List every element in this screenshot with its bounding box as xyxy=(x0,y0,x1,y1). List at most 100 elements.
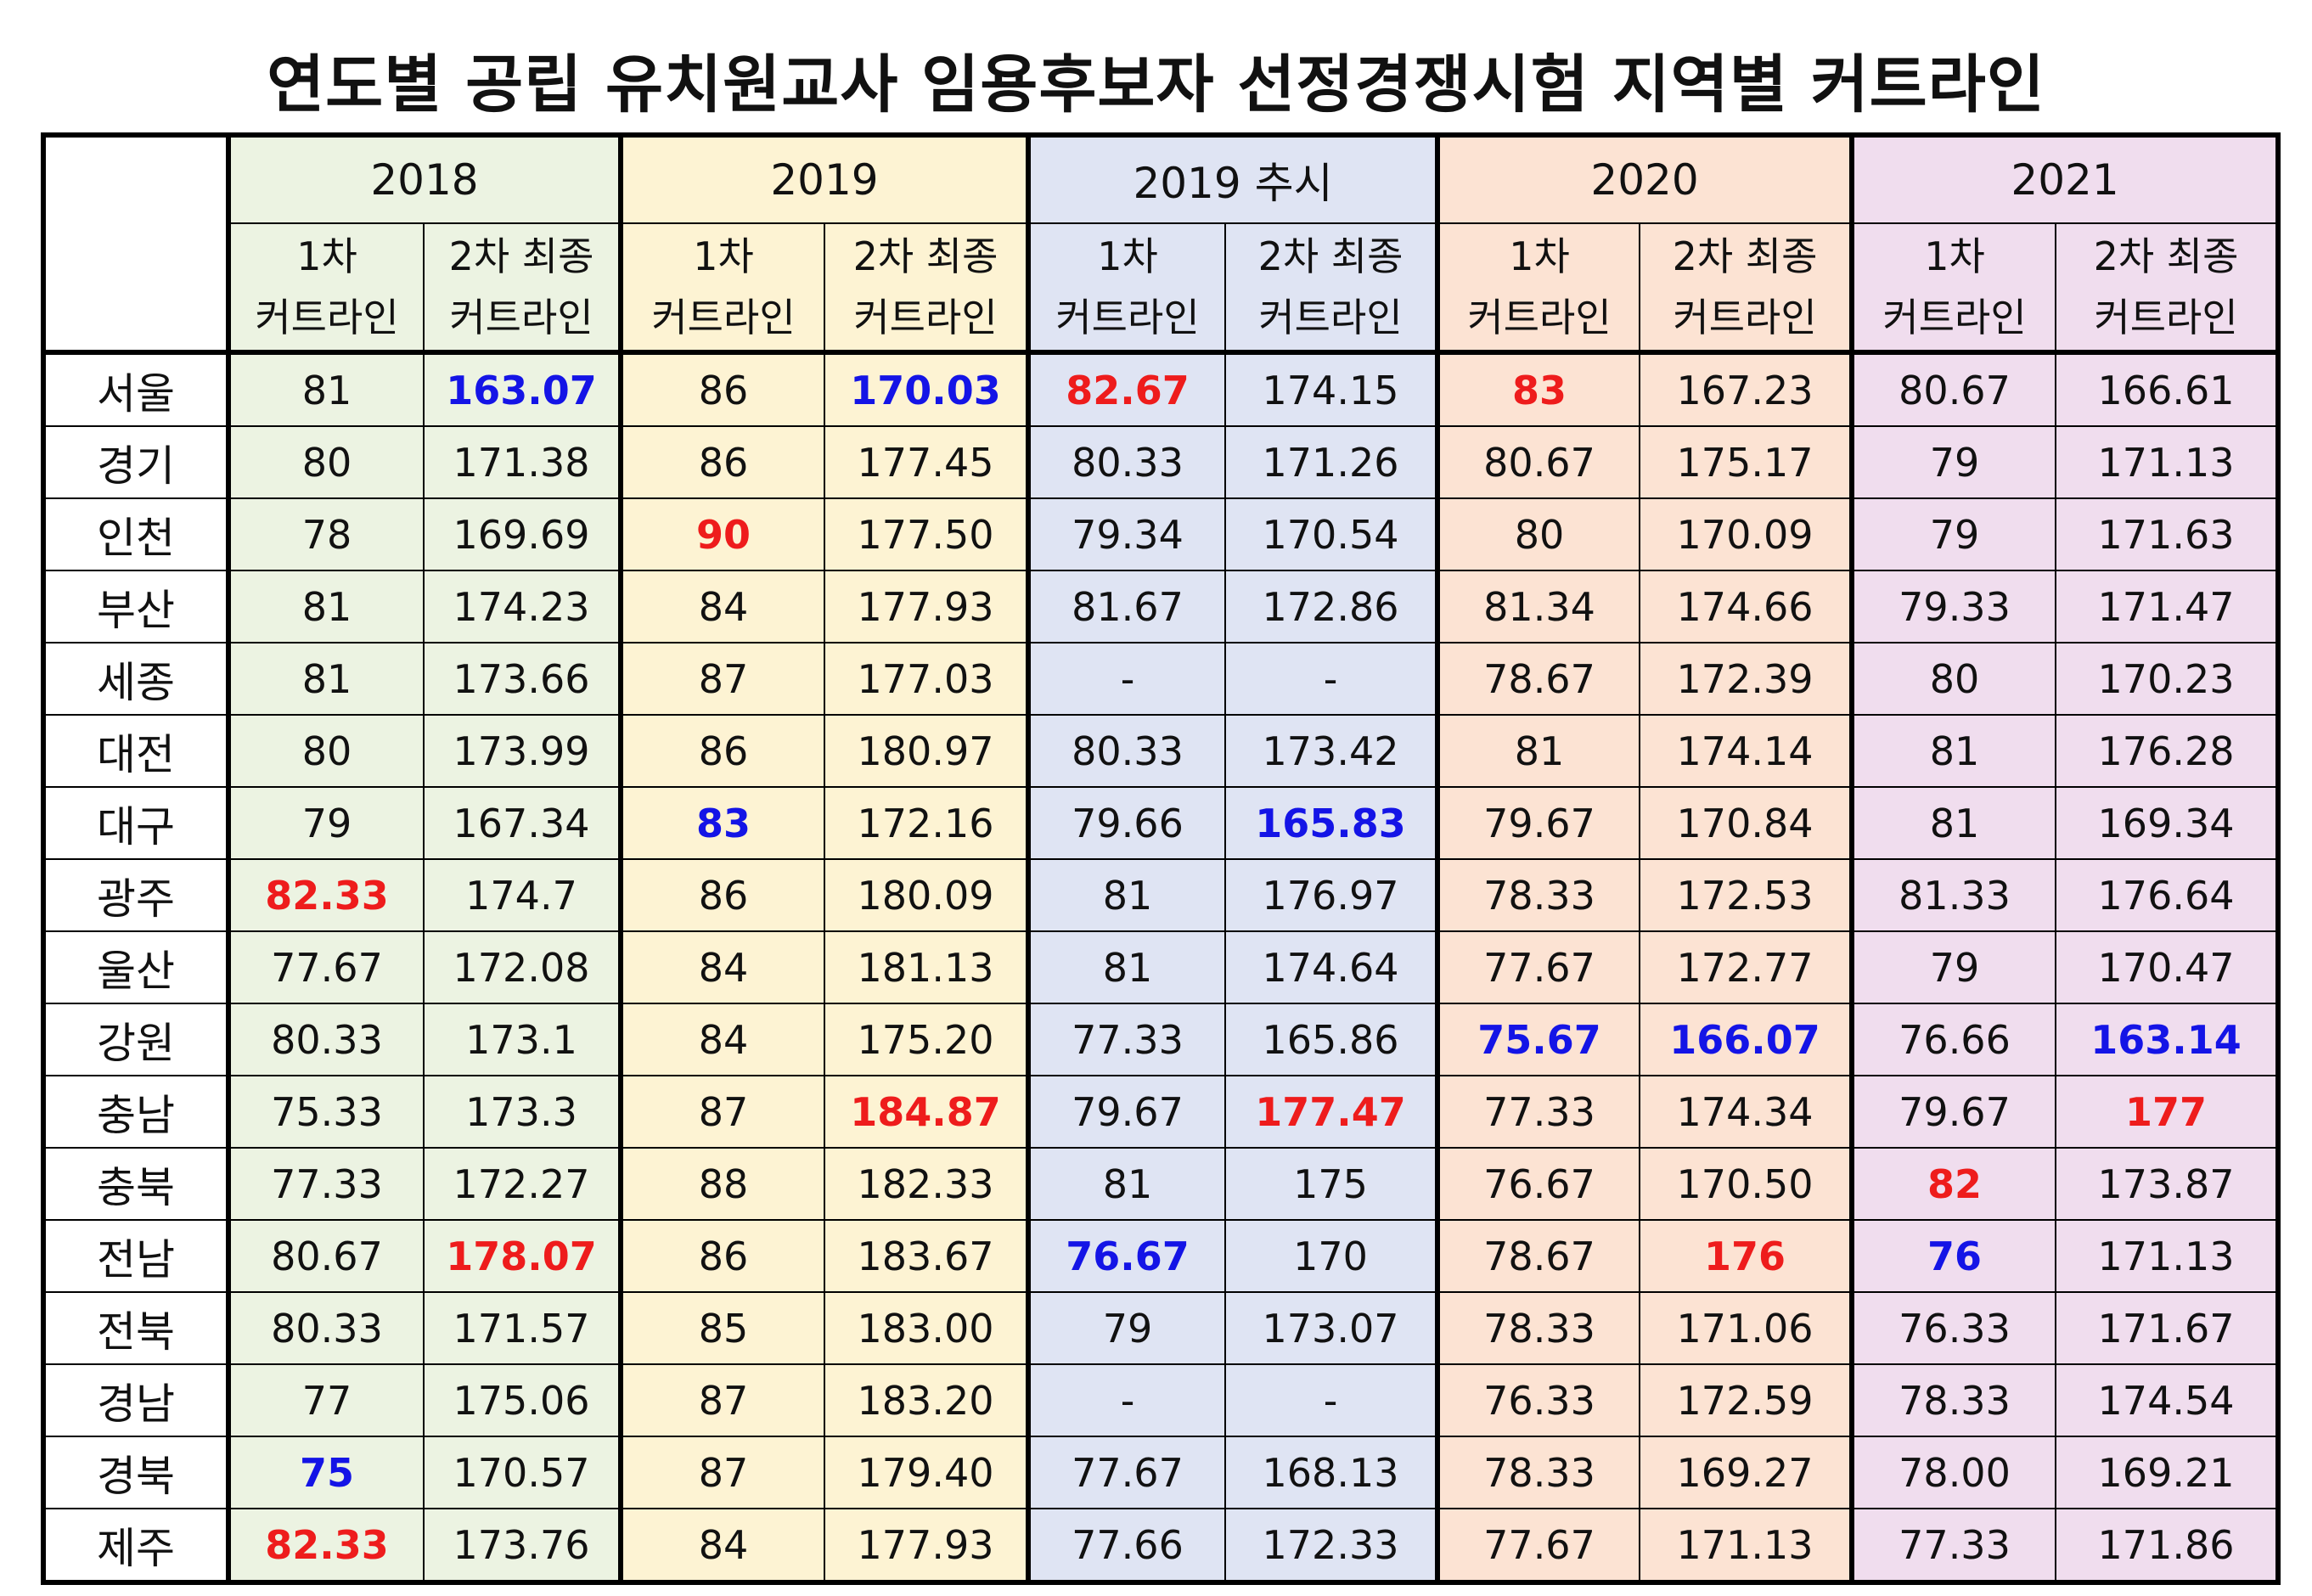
final-cutline-cell: 184.87 xyxy=(824,1075,1029,1149)
final-cutline-cell: 171.47 xyxy=(2055,570,2280,643)
final-cutline-cell: 176 xyxy=(1639,1219,1854,1293)
first-cutline-cell: 80 xyxy=(226,425,425,499)
first-cutline-cell: 81 xyxy=(1026,858,1226,932)
sub-header-line1: 1차 xyxy=(1509,233,1570,279)
final-cutline-cell: 172.53 xyxy=(1639,858,1854,932)
first-cutline-cell: 82 xyxy=(1849,1147,2057,1221)
first-cutline-cell: 80 xyxy=(1435,497,1641,571)
region-cell: 서울 xyxy=(42,351,229,427)
sub-header-line1: 2차 최종 xyxy=(2093,233,2239,279)
table-row: 경기 80 171.38 86 177.45 80.33 171.26 80.67 175.17… xyxy=(42,425,2280,499)
final-cutline-cell: 181.13 xyxy=(824,930,1029,1004)
first-cutline-cell: 79 xyxy=(1849,425,2057,499)
final-cutline-cell: 171.13 xyxy=(1639,1508,1854,1583)
final-cutline-cell: 183.00 xyxy=(824,1291,1029,1365)
first-cutline-cell: 78.33 xyxy=(1435,1436,1641,1509)
first-cutline-cell: 77.33 xyxy=(1849,1508,2057,1583)
sub-header-line1: 2차 최종 xyxy=(1672,233,1818,279)
first-cutline-cell: 78.00 xyxy=(1849,1436,2057,1509)
region-cell: 충남 xyxy=(42,1075,229,1149)
first-cutline-cell: 84 xyxy=(618,930,825,1004)
final-cutline-cell: 172.16 xyxy=(824,786,1029,860)
sub-header-first-cutline: 1차 커트라인 xyxy=(226,222,425,355)
final-cutline-cell: 175 xyxy=(1224,1147,1439,1221)
first-cutline-cell: 76.66 xyxy=(1849,1003,2057,1076)
first-cutline-cell: 80 xyxy=(226,714,425,788)
final-cutline-cell: 172.77 xyxy=(1639,930,1854,1004)
first-cutline-cell: 84 xyxy=(618,1508,825,1583)
table-row: 전북 80.33 171.57 85 183.00 79 173.07 78.33 171.06… xyxy=(42,1291,2280,1365)
first-cutline-cell: 87 xyxy=(618,642,825,716)
final-cutline-cell: 174.14 xyxy=(1639,714,1854,788)
final-cutline-cell: 173.3 xyxy=(423,1075,622,1149)
year-header-2020: 2020 xyxy=(1435,134,1854,224)
first-cutline-cell: 80.67 xyxy=(226,1219,425,1293)
first-cutline-cell: 79.67 xyxy=(1849,1075,2057,1149)
table-row: 서울 81 163.07 86 170.03 82.67 174.15 83 167.23 80.… xyxy=(42,351,2280,427)
first-cutline-cell: 81 xyxy=(1849,714,2057,788)
year-header-2019-extra: 2019 추시 xyxy=(1025,134,1439,224)
final-cutline-cell: 172.59 xyxy=(1639,1363,1854,1437)
final-cutline-cell: 173.1 xyxy=(423,1003,622,1076)
final-cutline-cell: 177.93 xyxy=(824,570,1029,643)
first-cutline-cell: 76 xyxy=(1849,1219,2057,1293)
final-cutline-cell: 170.50 xyxy=(1639,1147,1854,1221)
first-cutline-cell: 81 xyxy=(1026,930,1226,1004)
sub-header-first-cutline: 1차 커트라인 xyxy=(618,222,825,355)
first-cutline-cell: 80 xyxy=(1849,642,2057,716)
final-cutline-cell: 173.07 xyxy=(1224,1291,1439,1365)
final-cutline-cell: 172.27 xyxy=(423,1147,622,1221)
sub-header-final-cutline: 2차 최종 커트라인 xyxy=(2055,222,2280,355)
first-cutline-cell: 79.33 xyxy=(1849,570,2057,643)
first-cutline-cell: 82.33 xyxy=(226,858,425,932)
final-cutline-cell: 178.07 xyxy=(423,1219,622,1293)
first-cutline-cell: 87 xyxy=(618,1075,825,1149)
sub-header-line1: 2차 최종 xyxy=(448,233,594,279)
final-cutline-cell: 166.61 xyxy=(2055,351,2280,427)
first-cutline-cell: 81 xyxy=(226,351,425,427)
first-cutline-cell: 87 xyxy=(618,1363,825,1437)
first-cutline-cell: 80.33 xyxy=(1026,425,1226,499)
first-cutline-cell: 81.34 xyxy=(1435,570,1641,643)
final-cutline-cell: 170.47 xyxy=(2055,930,2280,1004)
final-cutline-cell: 165.86 xyxy=(1224,1003,1439,1076)
final-cutline-cell: 170.03 xyxy=(824,351,1029,427)
sub-header-line2: 커트라인 xyxy=(255,295,399,340)
final-cutline-cell: 168.13 xyxy=(1224,1436,1439,1509)
final-cutline-cell: 180.09 xyxy=(824,858,1029,932)
final-cutline-cell: 167.34 xyxy=(423,786,622,860)
final-cutline-cell: 169.21 xyxy=(2055,1436,2280,1509)
sub-header-line1: 1차 xyxy=(1097,233,1158,279)
first-cutline-cell: 85 xyxy=(618,1291,825,1365)
first-cutline-cell: 76.33 xyxy=(1849,1291,2057,1365)
table-row: 광주 82.33 174.7 86 180.09 81 176.97 78.33 172.53 8… xyxy=(42,858,2280,932)
final-cutline-cell: 170.09 xyxy=(1639,497,1854,571)
table-row: 울산 77.67 172.08 84 181.13 81 174.64 77.67 172.77… xyxy=(42,930,2280,1004)
final-cutline-cell: 171.06 xyxy=(1639,1291,1854,1365)
region-cell: 전남 xyxy=(42,1219,229,1293)
first-cutline-cell: - xyxy=(1026,642,1226,716)
first-cutline-cell: 86 xyxy=(618,714,825,788)
first-cutline-cell: 82.33 xyxy=(226,1508,425,1583)
sub-header-line2: 커트라인 xyxy=(1467,295,1612,340)
year-header-2021: 2021 xyxy=(1849,134,2280,224)
final-cutline-cell: 171.57 xyxy=(423,1291,622,1365)
table-row: 경북 75 170.57 87 179.40 77.67 168.13 78.33 169.27… xyxy=(42,1436,2280,1509)
final-cutline-cell: 177.47 xyxy=(1224,1075,1439,1149)
final-cutline-cell: 173.42 xyxy=(1224,714,1439,788)
final-cutline-cell: - xyxy=(1224,642,1439,716)
first-cutline-cell: - xyxy=(1026,1363,1226,1437)
table-row: 경남 77 175.06 87 183.20- -76.33 172.59 78.33 174.… xyxy=(42,1363,2280,1437)
final-cutline-cell: 166.07 xyxy=(1639,1003,1854,1076)
corner-cell xyxy=(42,134,229,355)
first-cutline-cell: 78.67 xyxy=(1435,642,1641,716)
region-cell: 울산 xyxy=(42,930,229,1004)
final-cutline-cell: 170.57 xyxy=(423,1436,622,1509)
region-cell: 강원 xyxy=(42,1003,229,1076)
table-row: 부산 81 174.23 84 177.93 81.67 172.86 81.34 174.66… xyxy=(42,570,2280,643)
first-cutline-cell: 75.33 xyxy=(226,1075,425,1149)
sub-header-line2: 커트라인 xyxy=(1882,295,2027,340)
final-cutline-cell: 169.27 xyxy=(1639,1436,1854,1509)
first-cutline-cell: 81 xyxy=(1849,786,2057,860)
first-cutline-cell: 81.67 xyxy=(1026,570,1226,643)
